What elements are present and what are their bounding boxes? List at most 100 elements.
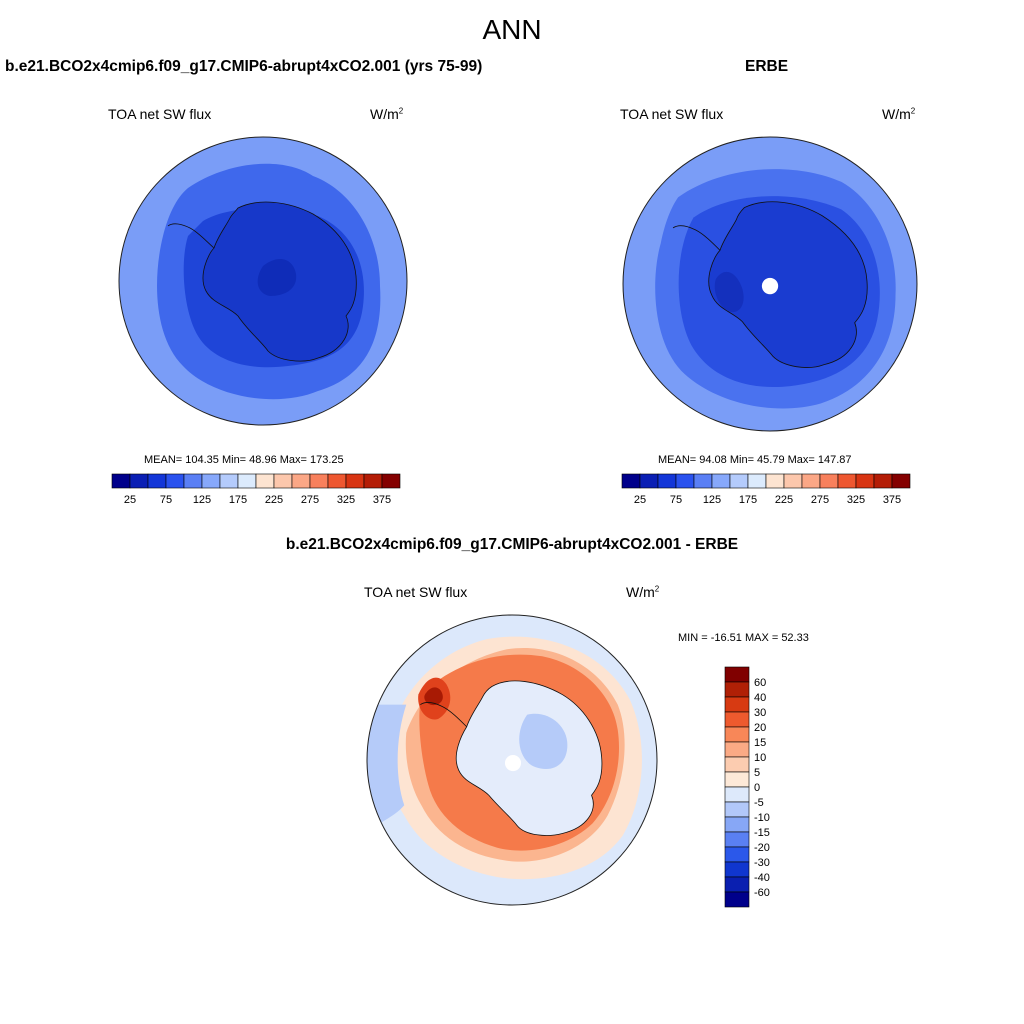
panel1-colorbar-swatch <box>129 473 149 489</box>
panel2-colorbar-swatch <box>621 473 641 489</box>
panel3-colorbar-swatch <box>724 831 750 848</box>
panel1-colorbar-swatch <box>363 473 383 489</box>
panel2-colorbar-tick-label: 75 <box>670 494 682 506</box>
panel3-colorbar-swatch <box>724 786 750 803</box>
panel3-colorbar-tick-label: 15 <box>754 737 766 749</box>
panel1-colorbar-swatch <box>255 473 275 489</box>
panel1-dark-core <box>257 259 297 296</box>
panel2-missing-pole <box>761 277 779 295</box>
panel1-colorbar-swatch <box>381 473 401 489</box>
panel2-variable-label: TOA net SW flux <box>620 106 724 122</box>
panel3-colorbar-swatch <box>724 696 750 713</box>
panel2-colorbar-swatch <box>729 473 749 489</box>
panel3-variable-label: TOA net SW flux <box>364 584 468 600</box>
panel1-colorbar: 25 75 125 175 225 275 325 375 <box>111 473 401 506</box>
panel1-units-label: W/m2 <box>370 106 404 122</box>
panel2-colorbar-swatch <box>639 473 659 489</box>
panel3-colorbar-swatch <box>724 876 750 893</box>
panel2-colorbar-tick-label: 25 <box>634 494 646 506</box>
panel1-colorbar-swatch <box>147 473 167 489</box>
panel2-colorbar-swatch <box>765 473 785 489</box>
panel1-colorbar-swatch <box>183 473 203 489</box>
panel3-colorbar-swatch <box>724 816 750 833</box>
panel2-dark-patch <box>714 271 744 313</box>
panel3-colorbar-tick-label: 5 <box>754 767 760 779</box>
panel3-colorbar: 60 40 30 20 15 10 5 0 -5 -10 -15 -20 -30 -40 -60 <box>724 666 770 908</box>
panel1-colorbar-swatch <box>165 473 185 489</box>
panel1-antarctic-peninsula <box>167 223 215 249</box>
panel2-colorbar-tick-label: 125 <box>703 494 721 506</box>
panel3-colorbar-swatch <box>724 771 750 788</box>
panel2-colorbar: 25 75 125 175 225 275 325 375 <box>621 473 911 506</box>
panel1-colorbar-swatch <box>237 473 257 489</box>
panel2-colorbar-swatch <box>891 473 911 489</box>
panel3-map <box>366 614 658 906</box>
panel3-colorbar-swatch <box>724 756 750 773</box>
panel1-colorbar-swatch <box>219 473 239 489</box>
panel2-stats: MEAN= 94.08 Min= 45.79 Max= 147.87 <box>658 454 852 466</box>
panel3-colorbar-tick-label: -15 <box>754 827 770 839</box>
panel3-colorbar-tick-label: 60 <box>754 677 766 689</box>
panel1-stats: MEAN= 104.35 Min= 48.96 Max= 173.25 <box>144 454 344 466</box>
panel2-antarctica <box>708 201 868 368</box>
panel3-colorbar-tick-label: -40 <box>754 872 770 884</box>
panel3-colorbar-swatch <box>724 801 750 818</box>
panel2-colorbar-tick-label: 225 <box>775 494 793 506</box>
panel1-colorbar-swatch <box>309 473 329 489</box>
panel3-units-label: W/m2 <box>626 584 660 600</box>
panel3-contour-cool-west <box>367 704 407 831</box>
panel2-colorbar-swatch <box>657 473 677 489</box>
panel3-contour-darkest <box>424 687 443 706</box>
panel3-colorbar-tick-label: -30 <box>754 857 770 869</box>
panel1-map <box>118 136 408 426</box>
panel1-colorbar-tick-label: 375 <box>373 494 391 506</box>
panel3-missing-pole <box>504 754 522 772</box>
panel3-colorbar-tick-label: -10 <box>754 812 770 824</box>
panel3-colorbar-swatch <box>724 741 750 758</box>
panel1-colorbar-swatch <box>327 473 347 489</box>
panel1-colorbar-swatch <box>273 473 293 489</box>
panel2-units-label: W/m2 <box>882 106 916 122</box>
panel2-colorbar-swatch <box>711 473 731 489</box>
figure-title: ANN <box>482 14 542 45</box>
panel2-antarctic-peninsula <box>672 225 721 251</box>
panel2-map <box>622 136 918 432</box>
panel3-stats: MIN = -16.51 MAX = 52.33 <box>678 632 809 644</box>
panel1-colorbar-tick-label: 25 <box>124 494 136 506</box>
panel2-colorbar-swatch <box>819 473 839 489</box>
panel3-colorbar-swatch <box>724 846 750 863</box>
panel1-title: b.e21.BCO2x4cmip6.f09_g17.CMIP6-abrupt4x… <box>5 58 483 75</box>
panel3-colorbar-tick-label: 20 <box>754 722 766 734</box>
panel1-colorbar-swatch <box>291 473 311 489</box>
panel1-colorbar-tick-label: 125 <box>193 494 211 506</box>
panel3-colorbar-tick-label: 10 <box>754 752 766 764</box>
panel1-colorbar-tick-label: 75 <box>160 494 172 506</box>
panel1-colorbar-swatch <box>345 473 365 489</box>
panel2-colorbar-tick-label: 375 <box>883 494 901 506</box>
panel3-colorbar-tick-label: -20 <box>754 842 770 854</box>
panel2-colorbar-tick-label: 275 <box>811 494 829 506</box>
panel3-colorbar-swatch <box>724 666 750 683</box>
panel3-colorbar-tick-label: 0 <box>754 782 760 794</box>
panel3-colorbar-tick-label: 30 <box>754 707 766 719</box>
panel3-title: b.e21.BCO2x4cmip6.f09_g17.CMIP6-abrupt4x… <box>285 536 739 553</box>
panel3-colorbar-swatch <box>724 861 750 878</box>
panel2-colorbar-swatch <box>801 473 821 489</box>
panel2-colorbar-tick-label: 175 <box>739 494 757 506</box>
panel2-colorbar-swatch <box>837 473 857 489</box>
panel3-colorbar-tick-label: 40 <box>754 692 766 704</box>
panel2-colorbar-swatch <box>783 473 803 489</box>
panel2-colorbar-swatch <box>675 473 695 489</box>
panel3-colorbar-swatch <box>724 681 750 698</box>
panel2-colorbar-swatch <box>693 473 713 489</box>
panel2-colorbar-swatch <box>855 473 875 489</box>
panel2-colorbar-swatch <box>747 473 767 489</box>
panel1-colorbar-tick-label: 225 <box>265 494 283 506</box>
panel3-colorbar-tick-label: -5 <box>754 797 764 809</box>
panel3-antarctic-peninsula <box>420 702 467 728</box>
panel2-colorbar-tick-label: 325 <box>847 494 865 506</box>
panel3-cool-interior <box>519 713 568 770</box>
panel1-colorbar-swatch <box>111 473 131 489</box>
panel1-colorbar-swatch <box>201 473 221 489</box>
panel1-variable-label: TOA net SW flux <box>108 106 212 122</box>
